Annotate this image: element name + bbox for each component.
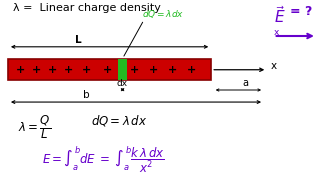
Text: x: x	[270, 61, 276, 71]
Text: $\vec{E}$: $\vec{E}$	[274, 5, 286, 26]
Text: +: +	[82, 65, 91, 75]
Text: L: L	[75, 35, 82, 45]
Text: $\lambda = \dfrac{Q}{L}$: $\lambda = \dfrac{Q}{L}$	[18, 113, 51, 141]
Text: +: +	[149, 65, 158, 75]
Text: +: +	[48, 65, 57, 75]
Text: +: +	[64, 65, 73, 75]
Text: = ?: = ?	[290, 5, 312, 18]
Text: +: +	[168, 65, 177, 75]
FancyBboxPatch shape	[118, 59, 127, 80]
Text: λ =  Linear charge density: λ = Linear charge density	[13, 3, 161, 13]
Text: $E = \int_a^b dE\;=\;\int_a^b \dfrac{k\,\lambda\,dx}{x^2}$: $E = \int_a^b dE\;=\;\int_a^b \dfrac{k\,…	[42, 144, 164, 175]
Text: a: a	[243, 78, 249, 88]
Text: +: +	[188, 65, 196, 75]
Text: $dQ = \lambda\,dx$: $dQ = \lambda\,dx$	[91, 112, 148, 127]
Text: dx: dx	[117, 79, 128, 88]
Text: x: x	[274, 28, 279, 37]
Text: +: +	[16, 65, 25, 75]
Text: +: +	[103, 65, 112, 75]
Text: +: +	[130, 65, 139, 75]
Text: +: +	[32, 65, 41, 75]
Text: b: b	[83, 89, 90, 100]
Text: $dQ = \lambda dx$: $dQ = \lambda dx$	[142, 8, 185, 20]
FancyBboxPatch shape	[8, 59, 211, 80]
